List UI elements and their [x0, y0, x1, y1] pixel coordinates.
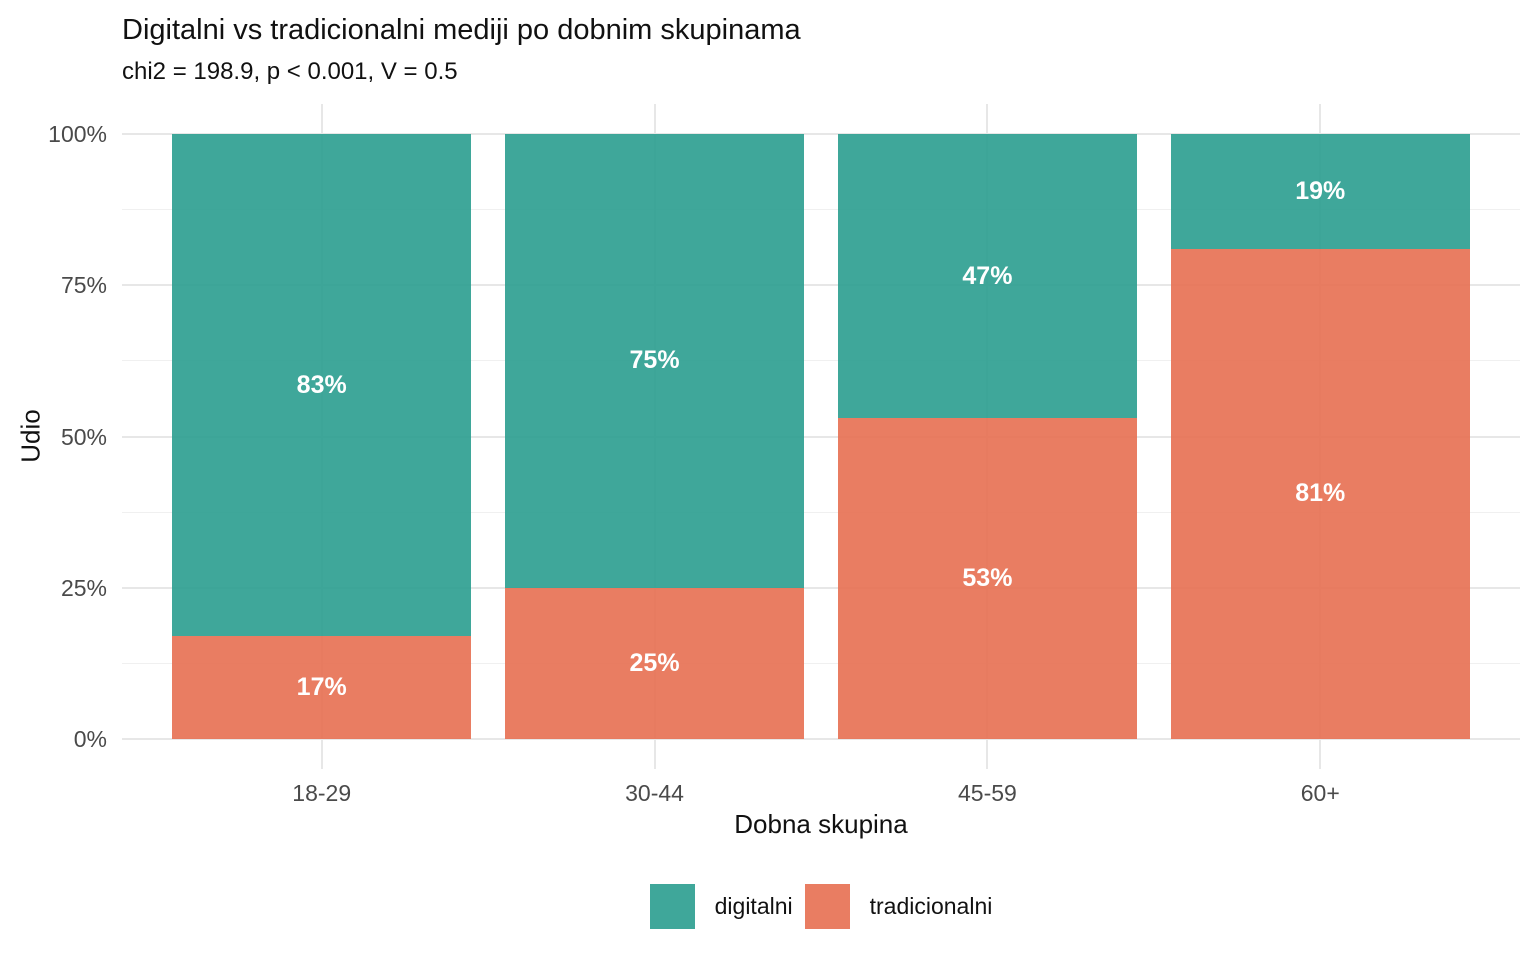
- chart-subtitle: chi2 = 198.9, p < 0.001, V = 0.5: [122, 58, 458, 85]
- bar-segment-tradicionalni: 81%: [1170, 248, 1471, 739]
- bar-value-label: 53%: [962, 564, 1013, 593]
- legend-label: tradicionalni: [869, 893, 993, 919]
- bar-60+: 19% 81%: [1170, 134, 1471, 739]
- bar-value-label: 17%: [296, 673, 347, 702]
- bar-segment-digitalni: 83%: [171, 134, 472, 637]
- legend-color-swatch: [804, 884, 850, 929]
- gridline-horizontal-minor: [122, 662, 1520, 664]
- y-axis-title: Udio: [15, 409, 46, 463]
- x-axis-title: Dobna skupina: [734, 809, 908, 839]
- plot-panel: 83% 17% 75% 25% 47% 53% 19% 81%: [122, 104, 1520, 769]
- legend-item-digitalni: digitalni: [649, 884, 793, 929]
- gridline-horizontal-major: [122, 435, 1520, 438]
- bar-segment-tradicionalni: 25%: [504, 587, 805, 739]
- bar-value-label: 75%: [629, 346, 680, 375]
- bar-value-label: 47%: [962, 261, 1013, 290]
- bar-value-label: 19%: [1295, 176, 1346, 205]
- y-tick-label: 25%: [60, 574, 107, 601]
- gridline-horizontal-major: [122, 586, 1520, 589]
- bar-30-44: 75% 25%: [504, 134, 805, 739]
- chart-title: Digitalni vs tradicionalni mediji po dob…: [122, 14, 801, 46]
- x-tick-label: 30-44: [625, 780, 684, 806]
- gridline-horizontal-minor: [122, 360, 1520, 362]
- bar-segment-tradicionalni: 17%: [171, 636, 472, 739]
- gridline-horizontal-major: [122, 133, 1520, 135]
- bar-18-29: 83% 17%: [171, 134, 472, 739]
- legend-label: digitalni: [714, 893, 793, 919]
- bar-45-59: 47% 53%: [837, 134, 1138, 739]
- x-tick-label: 18-29: [292, 780, 352, 806]
- gridline-horizontal-minor: [122, 511, 1520, 513]
- gridline-horizontal-major: [122, 738, 1520, 740]
- legend: digitalni tradicionalni: [122, 884, 1520, 929]
- gridline-horizontal-major: [122, 284, 1520, 287]
- bar-segment-tradicionalni: 53%: [837, 418, 1138, 739]
- y-tick-label: 100%: [48, 121, 107, 147]
- y-tick-label: 75%: [60, 272, 107, 299]
- bar-segment-digitalni: 75%: [504, 134, 805, 588]
- bar-value-label: 81%: [1295, 479, 1346, 508]
- gridline-horizontal-minor: [122, 209, 1520, 211]
- legend-item-tradicionalni: tradicionalni: [804, 884, 993, 929]
- x-tick-label: 60+: [1300, 780, 1340, 806]
- bar-value-label: 25%: [629, 648, 680, 677]
- y-tick-label: 50%: [60, 423, 107, 450]
- bar-value-label: 83%: [296, 370, 347, 399]
- bar-segment-digitalni: 47%: [837, 134, 1138, 419]
- bar-segment-digitalni: 19%: [1170, 134, 1471, 249]
- legend-color-swatch: [649, 884, 695, 929]
- x-tick-label: 45-59: [958, 780, 1017, 806]
- y-tick-label: 0%: [73, 726, 107, 752]
